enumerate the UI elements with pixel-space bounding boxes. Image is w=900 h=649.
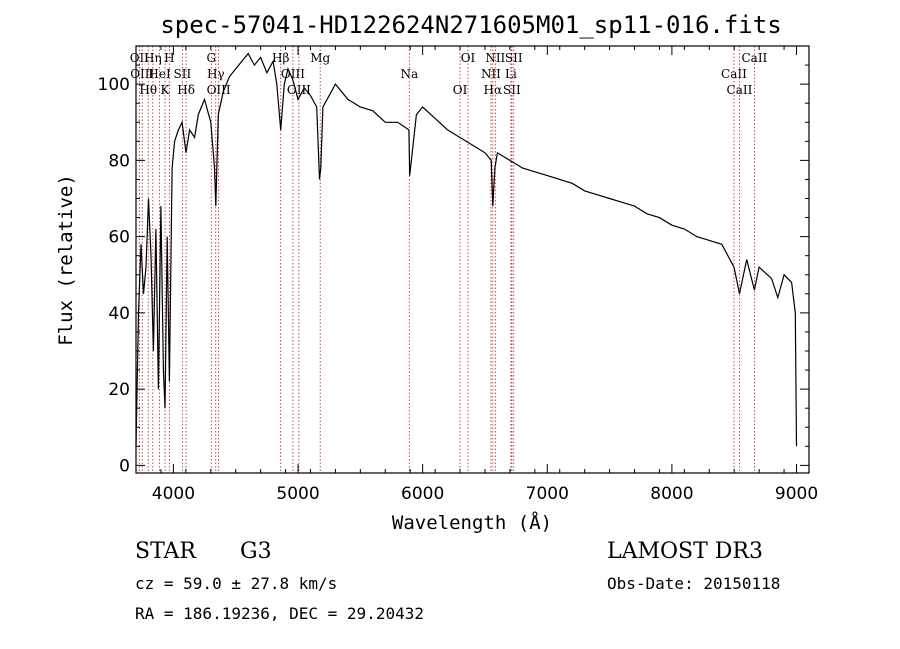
spectral-line-label: K <box>161 83 171 97</box>
y-tick-label: 80 <box>108 151 130 171</box>
spectral-line-label: Hδ <box>177 83 195 97</box>
spectral-line-label: SII <box>174 67 192 81</box>
spectrum-line <box>135 52 798 447</box>
y-axis-label: Flux (relative) <box>55 174 77 346</box>
spectral-line-label: OII <box>130 51 150 65</box>
spectral-line-label: G <box>206 51 216 65</box>
spectral-line-label: Hα <box>484 83 503 97</box>
survey-name: LAMOST DR3 <box>607 539 763 564</box>
x-tick-label: 9000 <box>775 484 818 504</box>
spectral-line-label: SII <box>503 83 521 97</box>
y-tick-label: 100 <box>98 75 130 95</box>
spectral-line-label: NII <box>485 51 505 65</box>
spectral-line-label: Hθ <box>139 83 157 97</box>
x-tick-label: 8000 <box>650 484 693 504</box>
object-subclass: G3 <box>240 539 272 564</box>
spectral-line-label: OIII <box>207 83 231 97</box>
spectral-line-label: OI <box>461 51 476 65</box>
coordinates: RA = 186.19236, DEC = 29.20432 <box>135 604 424 623</box>
spectral-line-label: SII <box>505 51 523 65</box>
spectral-line-label: Li <box>505 67 517 81</box>
x-tick-label: 7000 <box>526 484 569 504</box>
y-tick-label: 40 <box>108 304 130 324</box>
spectral-line-label: Na <box>400 67 418 81</box>
spectral-line-label: Hβ <box>272 51 289 65</box>
spectral-line-label: Mg <box>310 51 330 65</box>
spectral-line-label: NII <box>481 67 501 81</box>
x-axis-label: Wavelength (Å) <box>392 511 552 534</box>
chart-title: spec-57041-HD122624N271605M01_sp11-016.f… <box>160 11 781 39</box>
y-tick-label: 0 <box>119 456 130 476</box>
spectral-line-label: Hη <box>144 51 162 65</box>
spectral-line-label: OIII <box>287 83 311 97</box>
spectral-line-label: H <box>164 51 174 65</box>
x-tick-label: 5000 <box>276 484 319 504</box>
spectral-line-markers: OIIOIIIHθHηHeIKHSIIHδGHγOIIIHβOIIIOIIIMg… <box>130 46 768 473</box>
axis-ticks: 4000 5000 6000 7000 8000 9000 0 20 40 60 80 100 <box>98 46 818 504</box>
spectral-line-label: CaII <box>727 83 753 97</box>
x-tick-label: 4000 <box>152 484 195 504</box>
spectral-line-label: Hγ <box>207 67 225 81</box>
object-class: STAR <box>135 539 196 564</box>
spectral-line-label: CaII <box>741 51 767 65</box>
y-tick-label: 60 <box>108 228 130 248</box>
plot-frame <box>135 45 810 474</box>
spectral-line-label: OI <box>453 83 468 97</box>
redshift-cz: cz = 59.0 ± 27.8 km/s <box>135 574 338 593</box>
x-tick-label: 6000 <box>401 484 444 504</box>
spectral-line-label: HeI <box>148 67 171 81</box>
obs-date: Obs-Date: 20150118 <box>607 574 781 593</box>
spectral-line-label: CaII <box>721 67 747 81</box>
y-tick-label: 20 <box>108 380 130 400</box>
